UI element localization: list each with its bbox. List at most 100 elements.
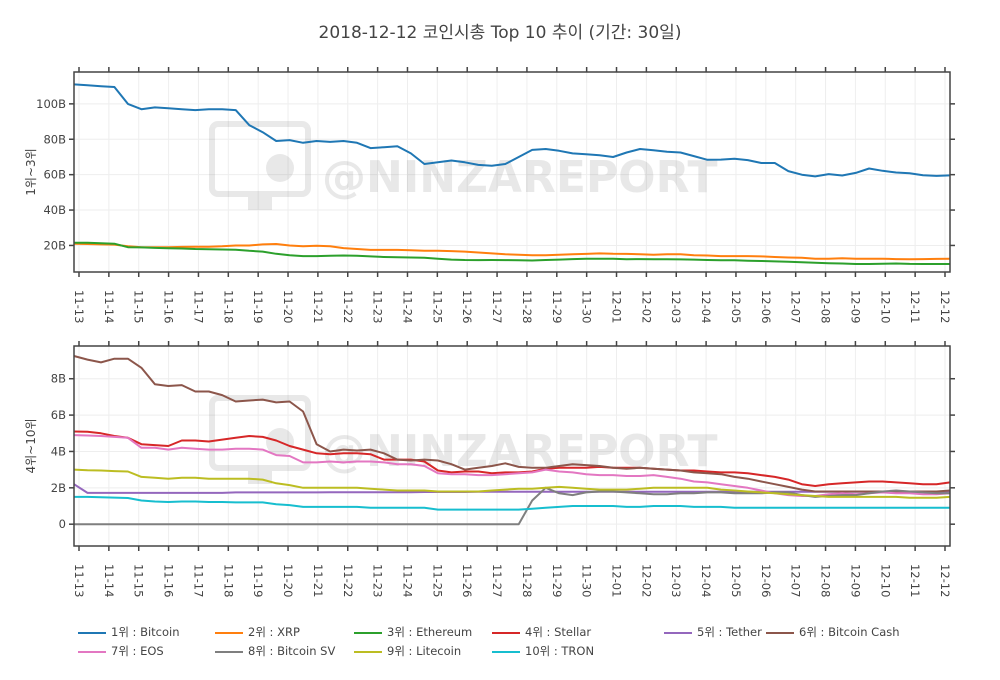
x-tick-label: 11-26 [460,290,474,323]
x-tick-label: 11-13 [72,564,86,597]
x-tick-label: 12-07 [789,290,803,323]
x-tick-label: 11-15 [132,290,146,323]
legend-label: 8위 : Bitcoin SV [248,644,336,658]
legend-item[interactable]: 2위 : XRP [215,624,300,640]
legend-item[interactable]: 3위 : Ethereum [354,624,472,640]
x-tick-label: 11-27 [490,564,504,597]
x-tick-label: 11-22 [341,564,355,597]
x-tick-label: 11-14 [102,564,116,597]
x-tick-label: 11-24 [400,290,414,323]
x-tick-label: 12-01 [610,290,624,323]
x-tick-label: 12-12 [938,290,952,323]
x-tick-label: 12-09 [848,564,862,597]
x-tick-label: 11-23 [371,564,385,597]
x-tick-label: 12-05 [729,564,743,597]
watermark-monitor-icon [209,395,311,471]
legend-item[interactable]: 7위 : EOS [78,643,164,659]
x-tick-label: 12-09 [848,290,862,323]
legend-item[interactable]: 4위 : Stellar [492,624,591,640]
x-tick-label: 12-03 [669,290,683,323]
y-tick-label: 60B [43,168,66,182]
legend-label: 1위 : Bitcoin [111,625,180,639]
x-tick-label: 11-19 [251,290,265,323]
series-line-3 [74,241,950,265]
x-tick-label: 11-16 [162,564,176,597]
x-tick-label: 12-12 [938,564,952,597]
legend-swatch [354,650,382,653]
y-tick-label: 8B [51,372,66,386]
series-line-6 [73,355,951,493]
x-tick-label: 12-08 [819,564,833,597]
legend-label: 6위 : Bitcoin Cash [799,625,900,639]
legend-item[interactable]: 10위 : TRON [492,643,594,659]
series-line-9 [73,468,951,499]
legend-swatch [215,650,243,653]
watermark-monitor-stand [248,196,272,210]
x-tick-label: 12-10 [878,290,892,323]
y-axis-label: 4위~10위 [24,418,38,473]
x-tick-label: 12-07 [789,564,803,597]
legend-item[interactable]: 1위 : Bitcoin [78,624,180,640]
legend-swatch [664,631,692,634]
legend-swatch [78,631,106,634]
x-tick-label: 12-04 [699,564,713,597]
x-tick-label: 11-25 [430,290,444,323]
x-tick-label: 12-04 [699,290,713,323]
x-tick-label: 11-16 [162,290,176,323]
x-tick-label: 11-18 [221,564,235,597]
x-tick-label: 11-20 [281,564,295,597]
series-line-1 [73,83,951,178]
x-tick-label: 11-24 [400,564,414,597]
legend-label: 3위 : Ethereum [387,625,473,639]
x-tick-label: 11-28 [520,290,534,323]
legend-item[interactable]: 9위 : Litecoin [354,643,461,659]
x-tick-label: 12-05 [729,290,743,323]
y-axis-label: 1위~3위 [24,148,38,195]
legend-swatch [354,631,382,634]
series-line-5 [73,483,951,494]
x-tick-label: 12-11 [908,564,922,597]
legend-item[interactable]: 5위 : Tether [664,624,762,640]
x-tick-label: 11-30 [580,564,594,597]
chart-title: 2018-12-12 코인시총 Top 10 추이 (기간: 30일) [318,23,682,43]
plot-frame [73,71,951,273]
x-tick-label: 11-18 [221,290,235,323]
legend-item[interactable]: 8위 : Bitcoin SV [215,643,335,659]
legend-label: 10위 : TRON [525,644,595,658]
x-tick-label: 12-11 [908,290,922,323]
x-tick-label: 11-22 [341,290,355,323]
x-tick-label: 11-17 [191,564,205,597]
x-tick-label: 11-23 [371,290,385,323]
y-tick-label: 2B [51,481,66,495]
legend-label: 2위 : XRP [248,625,300,639]
chart-panel-1: 20B 40B 60B 80B 100B @NINZAREPORT 11-13 11-14 11… [24,67,955,323]
x-tick-label: 11-13 [72,290,86,323]
y-tick-label: 80B [43,132,66,146]
series-line-4 [73,430,951,487]
legend-label: 9위 : Litecoin [387,644,462,658]
legend-label: 4위 : Stellar [525,625,592,639]
x-tick-label: 11-21 [311,564,325,597]
y-tick-label: 40B [43,203,66,217]
y-tick-label: 6B [51,408,66,422]
watermark: @NINZAREPORT [209,121,717,210]
x-tick-label: 11-20 [281,290,295,323]
x-tick-label: 11-30 [580,290,594,323]
legend-item[interactable]: 6위 : Bitcoin Cash [766,624,900,640]
x-tick-label: 11-21 [311,290,325,323]
x-tick-label: 12-08 [819,290,833,323]
plot-frame [73,345,951,547]
series-line-2 [73,242,951,261]
x-tick-label: 12-02 [639,290,653,323]
x-tick-label: 11-17 [191,290,205,323]
x-tick-label: 12-06 [759,564,773,597]
legend-swatch [492,650,520,653]
y-tick-label: 0 [59,517,66,531]
legend-swatch [215,631,243,634]
x-tick-label: 12-06 [759,290,773,323]
y-tick-label: 20B [43,238,66,252]
legend-swatch [78,650,106,653]
x-tick-label: 11-25 [430,564,444,597]
